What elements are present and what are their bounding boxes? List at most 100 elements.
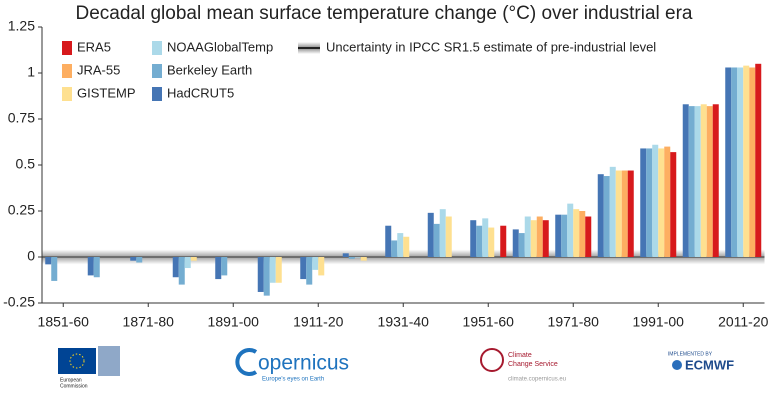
x-tick-label: 1971-80 <box>548 314 600 330</box>
legend-swatch <box>62 41 72 55</box>
bar <box>312 257 319 270</box>
copernicus-c <box>235 348 258 376</box>
bar <box>615 170 622 257</box>
footer: European Commission opernicus Europe's e… <box>58 346 734 389</box>
bar <box>688 106 695 258</box>
ecmwf-top: IMPLEMENTED BY <box>668 351 713 357</box>
bar <box>664 146 671 257</box>
y-tick-label: 0 <box>27 248 35 264</box>
c3s-text: Change Service <box>508 361 558 368</box>
ec-stars <box>69 353 85 369</box>
bar <box>627 170 634 257</box>
bar <box>439 209 446 257</box>
bar <box>263 257 270 296</box>
bar <box>215 257 222 280</box>
bar <box>694 106 701 258</box>
bar <box>93 257 100 278</box>
bar <box>646 148 653 257</box>
y-tick-label: 0.75 <box>8 110 35 126</box>
y-tick-label: 0.5 <box>16 156 36 172</box>
bar <box>652 144 659 257</box>
bar <box>755 63 762 257</box>
legend-label: NOAAGlobalTemp <box>167 39 273 54</box>
bar <box>597 174 604 257</box>
y-tick-label: 1.25 <box>8 18 35 34</box>
bar <box>712 104 719 257</box>
bar <box>700 104 707 257</box>
bar <box>488 227 495 257</box>
ec-text: Commission <box>60 383 88 389</box>
bar <box>670 152 677 257</box>
y-tick-label: 1 <box>27 64 35 80</box>
bar <box>360 257 367 261</box>
x-tick-label: 1991-00 <box>633 314 685 330</box>
bar <box>567 203 574 257</box>
x-tick-label: 2011-20 <box>718 314 768 330</box>
bar <box>275 257 282 283</box>
legend-swatch <box>62 87 72 101</box>
legend-label: Uncertainty in IPCC SR1.5 estimate of pr… <box>326 39 656 54</box>
ec-text: European <box>60 377 82 383</box>
bar <box>737 67 744 257</box>
bar <box>609 166 616 257</box>
x-tick-label: 1951-60 <box>463 314 515 330</box>
copernicus-name: opernicus <box>258 352 349 375</box>
bar <box>749 67 756 257</box>
bar <box>621 170 628 257</box>
ecmwf-logo <box>672 360 682 370</box>
bar <box>306 257 313 285</box>
bar <box>221 257 228 276</box>
ec-logo <box>58 348 96 374</box>
bar <box>731 67 738 257</box>
bar <box>470 220 477 257</box>
bar <box>391 240 398 257</box>
legend-label: Berkeley Earth <box>167 62 252 77</box>
bar <box>445 216 452 257</box>
bar <box>743 65 750 257</box>
bar <box>585 216 592 257</box>
x-tick-label: 1911-20 <box>293 314 344 330</box>
bar <box>682 104 689 257</box>
copernicus-tagline: Europe's eyes on Earth <box>262 377 324 383</box>
bar <box>51 257 58 281</box>
legend-swatch <box>152 87 162 101</box>
legend-label: GISTEMP <box>77 85 136 100</box>
bar <box>530 220 537 257</box>
bar <box>427 212 434 257</box>
bar <box>542 220 549 257</box>
c3s-logo <box>480 348 504 372</box>
bar <box>130 257 137 261</box>
c3s-url: climate.copernicus.eu <box>508 377 566 383</box>
bar <box>403 236 410 257</box>
bar <box>348 257 355 259</box>
bar <box>269 257 276 283</box>
bar <box>257 257 264 292</box>
bar <box>518 233 525 257</box>
bar <box>342 253 349 257</box>
y-tick-label: -0.25 <box>3 294 35 310</box>
bar <box>536 216 543 257</box>
bar <box>433 223 440 257</box>
chart-title: Decadal global mean surface temperature … <box>76 3 693 24</box>
legend-label: JRA-55 <box>77 62 120 77</box>
bar <box>603 176 610 257</box>
bar <box>385 225 392 257</box>
x-tick-label: 1891-00 <box>208 314 260 330</box>
bar <box>524 216 531 257</box>
bar <box>579 211 586 257</box>
bar <box>706 106 713 258</box>
bar <box>555 214 562 257</box>
bar <box>87 257 94 276</box>
bar <box>354 257 361 258</box>
ecmwf-name: ECMWF <box>685 357 734 372</box>
c3s-text: Climate <box>508 352 532 359</box>
bar <box>178 257 185 285</box>
legend-swatch <box>152 41 162 55</box>
bar <box>476 225 483 257</box>
y-tick-label: 0.25 <box>8 202 35 218</box>
legend-swatch <box>152 64 162 78</box>
legend-label: HadCRUT5 <box>167 85 234 100</box>
bar <box>136 257 143 263</box>
bar <box>658 148 665 257</box>
